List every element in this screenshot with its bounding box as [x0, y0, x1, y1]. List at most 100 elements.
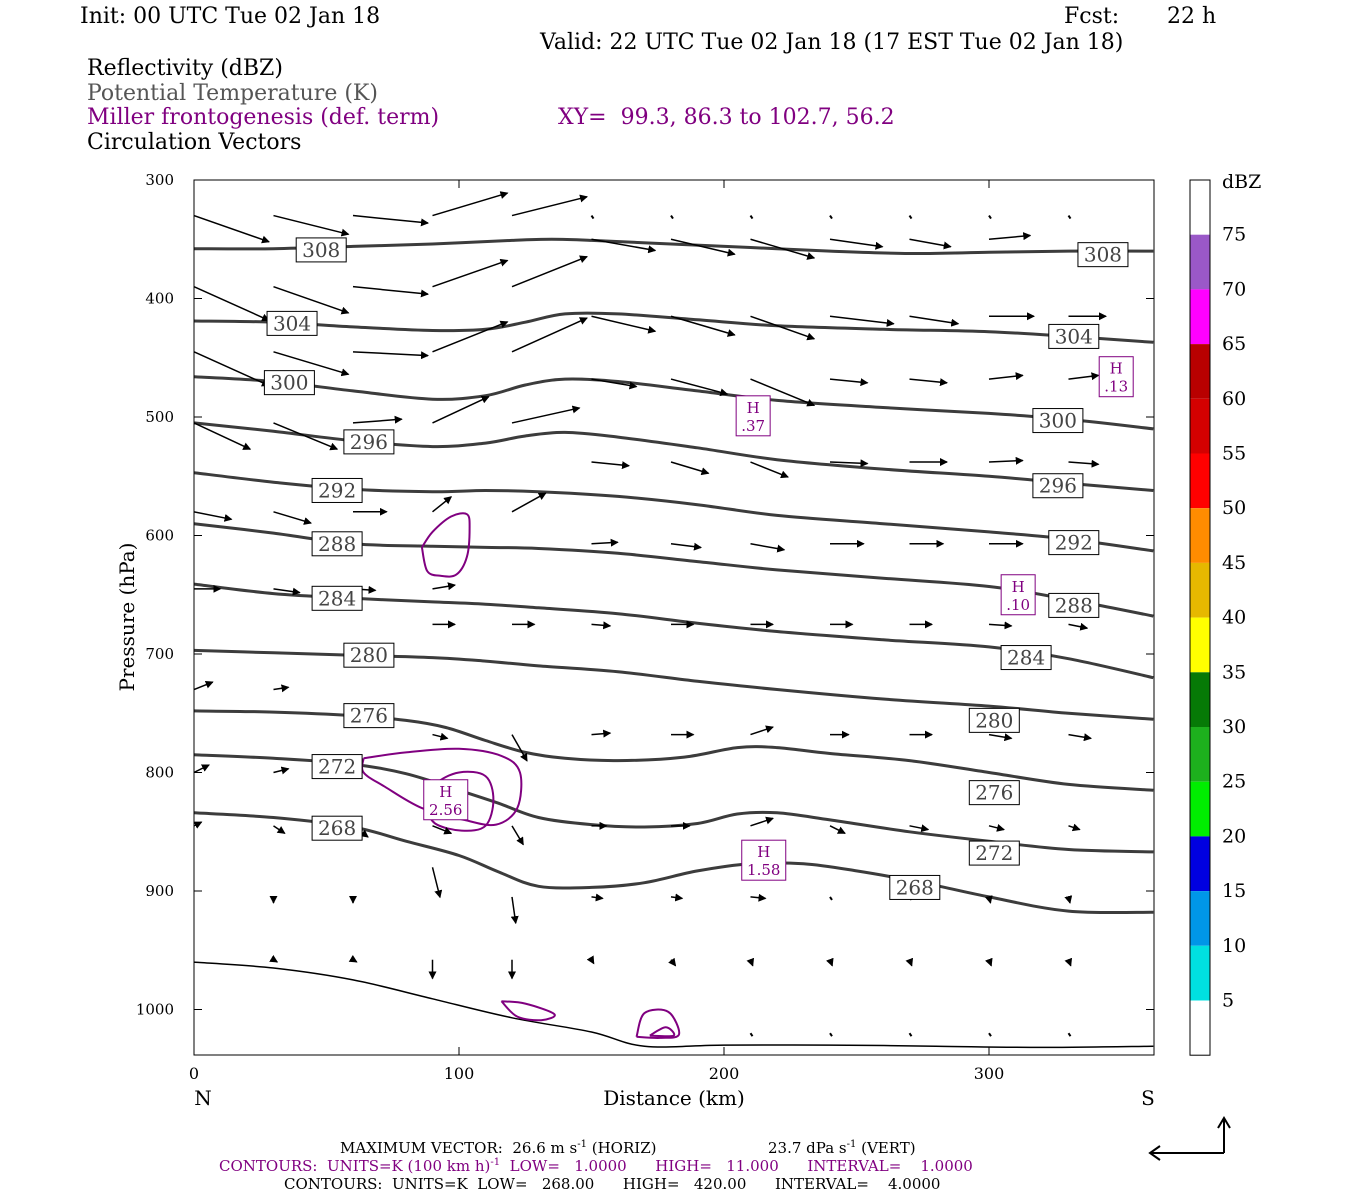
circulation-vector: [829, 214, 833, 220]
colorbar-title: dBZ: [1222, 171, 1261, 193]
circulation-vector: [273, 214, 350, 237]
theta-contour-label: 272: [975, 841, 1013, 865]
circulation-vector: [988, 372, 1024, 381]
theta-contour-label: 296: [350, 430, 388, 454]
x-tick-label: 0: [189, 1064, 199, 1083]
theta-contour-label: 268: [318, 816, 356, 840]
circulation-vector: [1068, 622, 1089, 631]
frontogenesis-contour-4: [500, 1000, 556, 1022]
circulation-vector: [908, 214, 913, 220]
high-label-box: [1000, 574, 1036, 616]
theta-label-box: [343, 429, 395, 455]
high-label-box: [741, 839, 787, 881]
colorbar-label: 40: [1222, 607, 1246, 629]
south-label: S: [1141, 1086, 1155, 1110]
terrain-line: [194, 961, 1154, 1049]
circulation-vector: [194, 285, 270, 322]
max-vector-horiz-text: MAXIMUM VECTOR: 26.6 m s: [340, 1139, 578, 1157]
circulation-vector: [432, 320, 509, 353]
theta-contour-label: 268: [896, 875, 934, 899]
colorbar-segment: [1190, 781, 1210, 837]
colorbar-segment: [1190, 180, 1210, 235]
x-tick-label: 200: [709, 1064, 740, 1083]
colorbar-label: 55: [1222, 443, 1246, 465]
circulation-vector: [591, 378, 638, 390]
circulation-vector: [1067, 214, 1072, 220]
contour-labels: 308 308 304 304 300 300 296 296 292 292 288 288 284 2…: [263, 237, 1134, 900]
circulation-vector: [510, 896, 519, 925]
contour-layer: [194, 237, 1154, 1049]
colorbar-segment: [1190, 289, 1210, 345]
circulation-vector: [988, 733, 1013, 742]
circulation-vector: [591, 729, 612, 738]
theta-contour-label: 276: [350, 704, 388, 728]
colorbar-segment: [1190, 891, 1210, 946]
high-label-box: [735, 395, 771, 437]
circulation-vector: [511, 492, 547, 513]
circulation-vector: [511, 317, 588, 353]
theta-contour-label: 300: [270, 371, 308, 395]
colorbar-segment: [1190, 344, 1210, 399]
circulation-vector: [670, 461, 710, 476]
circulation-vector: [194, 214, 270, 244]
circulation-vector: [432, 395, 490, 424]
max-vector-exp: -1: [577, 1139, 587, 1150]
circulation-vector: [590, 214, 595, 220]
circulation-vector: [988, 456, 1024, 465]
colorbar-segment: [1190, 1000, 1210, 1056]
field-frontogenesis: Miller frontogenesis (def. term): [87, 105, 440, 130]
circulation-vector: [829, 238, 884, 250]
theta-contour-label: 280: [975, 708, 1013, 732]
theta-label-box: [311, 585, 363, 611]
high-value: .10: [1006, 596, 1030, 614]
theta-label-box: [311, 477, 363, 503]
circulation-vector: [829, 378, 869, 387]
circulation-vector: [1068, 823, 1081, 832]
circulation-vector: [909, 378, 948, 387]
colorbar-label: 30: [1222, 716, 1246, 738]
forecast-hour-value: 22 h: [1167, 4, 1217, 29]
y-tick-label: 800: [145, 764, 174, 782]
colorbar-label: 50: [1222, 497, 1246, 519]
circulation-vector: [750, 543, 786, 553]
theta-contour-label: 284: [318, 586, 356, 610]
theta-contour-272: [194, 753, 1154, 854]
theta-label-box: [311, 815, 363, 841]
circulation-vector: [273, 825, 286, 834]
circulation-vector: [988, 1032, 992, 1037]
theta-contour-label: 292: [318, 478, 356, 502]
theta-contour-label: 272: [318, 755, 356, 779]
theta-label-box: [1048, 323, 1100, 349]
axes: 300 400 500 600 700 800 900 1000 0 100 200 300 Dista…: [115, 171, 1155, 1110]
x-tick-label: 300: [974, 1064, 1005, 1083]
theta-contour-label: 276: [975, 781, 1013, 805]
frontogenesis-contour-2: [361, 747, 523, 827]
max-vector-vert-text: 23.7 dPa s: [768, 1139, 847, 1157]
circulation-vector: [273, 587, 301, 596]
colorbar-label: 75: [1222, 224, 1246, 246]
circulation-vector: [750, 461, 789, 479]
theta-contour-300: [194, 375, 1154, 431]
circulation-vector: [988, 621, 1013, 630]
init-time: Init: 00 UTC Tue 02 Jan 18: [80, 4, 381, 29]
circulation-vector: [432, 496, 453, 513]
circulation-vector: [194, 680, 214, 691]
circulation-vector: [1068, 372, 1100, 381]
circulation-vector: [829, 1032, 833, 1037]
circulation-vector: [511, 194, 588, 217]
circulation-vector: [352, 415, 403, 424]
circulation-vector: [273, 351, 350, 377]
theta-contour-label: 292: [1055, 531, 1093, 555]
circulation-vector: [746, 957, 755, 967]
circulation-vector: [750, 725, 774, 736]
footer-max-vector-vert: 23.7 dPa s-1 (VERT): [768, 1140, 916, 1156]
forecast-hour-label: Fcst:: [1064, 4, 1120, 29]
theta-label-box: [1077, 242, 1129, 268]
circulation-vector: [511, 825, 524, 846]
high-label: H: [757, 843, 770, 861]
colorbar-segment: [1190, 945, 1210, 1001]
theta-label-box: [263, 370, 315, 396]
circulation-vector: [750, 315, 816, 341]
colorbar-label: 70: [1222, 278, 1246, 300]
